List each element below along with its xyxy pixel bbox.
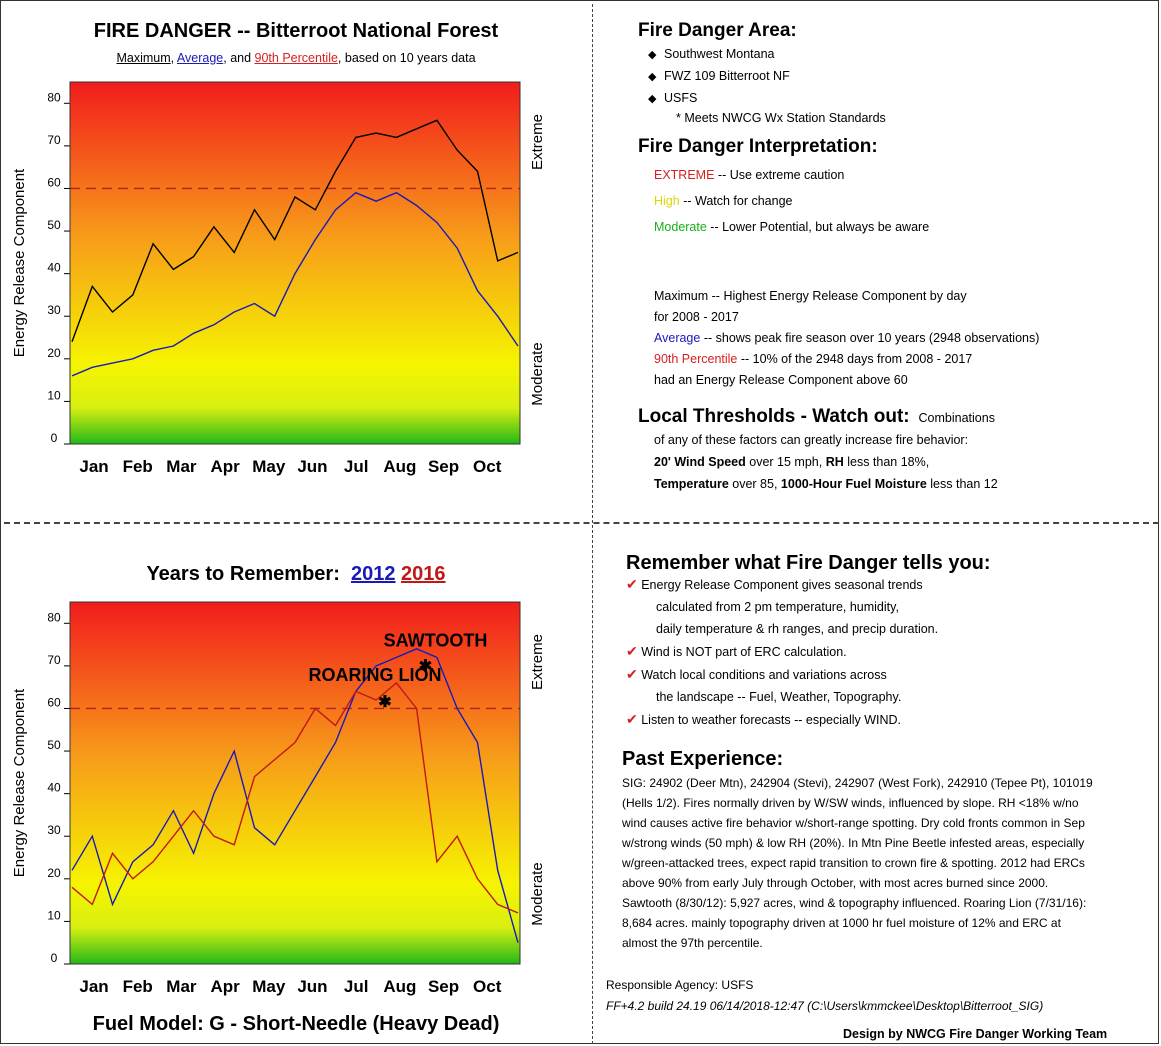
top-chart-subtitle: Maximum, Average, and 90th Percentile, b…: [116, 51, 476, 65]
x-tick-label: Sep: [428, 457, 459, 476]
y-tick-label: 40: [47, 261, 61, 275]
x-tick-label: Jan: [79, 977, 108, 996]
legend-average: Average: [176, 51, 224, 65]
roaring-lion-marker: ✱: [378, 694, 391, 711]
y-tick-label: 10: [47, 908, 61, 922]
x-tick-label: Mar: [166, 977, 197, 996]
legend-maximum: Maximum: [116, 51, 171, 65]
y-tick-label: 0: [51, 951, 58, 965]
x-tick-label: Aug: [383, 457, 416, 476]
y-tick-label: 80: [47, 90, 61, 104]
y-axis-label: Energy Release Component: [11, 168, 28, 357]
y-tick-label: 60: [47, 695, 61, 709]
x-tick-label: Apr: [210, 457, 240, 476]
interp-title: Fire Danger Interpretation:: [638, 136, 878, 157]
x-tick-label: Jun: [297, 457, 327, 476]
x-tick-label: Feb: [123, 457, 153, 476]
bottom-chart: 0 10 20 30 40 50 60 70 80 Jan Feb Mar Apr May Jun Jul Au…: [11, 601, 546, 996]
check-icon: ✔: [626, 643, 638, 659]
y-tick-label: 50: [47, 218, 61, 232]
interp-list: EXTREME -- Use extreme caution High -- W…: [654, 162, 1156, 240]
remember-section: Remember what Fire Danger tells you: ✔ E…: [626, 552, 1161, 731]
interp-extreme: EXTREME -- Use extreme caution: [654, 168, 845, 182]
series-line-2012: [71, 648, 519, 943]
past-experience: Past Experience: SIG: 24902 (Deer Mtn), …: [622, 748, 1156, 953]
x-tick-label: Jun: [297, 977, 327, 996]
extreme-label: Extreme: [529, 634, 546, 690]
interp-moderate: Moderate -- Lower Potential, but always …: [654, 220, 930, 234]
y-tick-label: 50: [47, 738, 61, 752]
sawtooth-marker: ✱: [419, 658, 432, 675]
series-line-maximum: [71, 119, 519, 343]
y-tick-label: 20: [47, 346, 61, 360]
area-title: Fire Danger Area:: [638, 20, 797, 41]
legend-2012: 2012: [350, 563, 396, 585]
y-tick-label: 20: [47, 866, 61, 880]
x-tick-label: Jul: [344, 977, 369, 996]
y-tick-label: 70: [47, 133, 61, 147]
x-tick-label: Jul: [344, 457, 369, 476]
x-tick-label: Apr: [210, 977, 240, 996]
y-tick-label: 40: [47, 781, 61, 795]
sawtooth-annotation: SAWTOOTH: [384, 631, 488, 651]
extreme-label: Extreme: [529, 114, 546, 170]
x-tick-label: May: [252, 457, 286, 476]
x-tick-label: Jan: [79, 457, 108, 476]
interp-high: High -- Watch for change: [654, 194, 793, 208]
fire-danger-interpretation: Fire Danger Interpretation: EXTREME -- U…: [606, 136, 1156, 240]
area-item: USFS: [648, 88, 1156, 110]
y-tick-label: 10: [47, 388, 61, 402]
y-tick-label: 70: [47, 653, 61, 667]
x-tick-label: Oct: [473, 977, 502, 996]
fire-danger-area: Fire Danger Area: Southwest Montana FWZ …: [606, 20, 1156, 126]
vertical-divider: [592, 4, 593, 1044]
past-title: Past Experience:: [622, 748, 784, 770]
fuel-model-label: Fuel Model: G - Short-Needle (Heavy Dead…: [92, 1013, 500, 1035]
y-tick-label: 30: [47, 303, 61, 317]
legend-90th: 90th Percentile: [254, 51, 338, 65]
area-note: * Meets NWCG Wx Station Standards: [676, 111, 886, 125]
plot-area: [70, 82, 520, 444]
roaring-lion-annotation: ROARING LION: [309, 665, 442, 685]
bottom-chart-title: Years to Remember: 2012 2016: [146, 563, 446, 585]
y-tick-label: 80: [47, 610, 61, 624]
check-icon: ✔: [626, 666, 638, 682]
local-thresholds: Local Thresholds - Watch out: Combinatio…: [638, 406, 998, 491]
moderate-label: Moderate: [529, 342, 546, 405]
series-line-2016: [71, 681, 519, 914]
x-tick-label: Mar: [166, 457, 197, 476]
x-tick-label: Feb: [123, 977, 153, 996]
x-tick-label: Aug: [383, 977, 416, 996]
area-item: FWZ 109 Bitterroot NF: [648, 66, 1156, 88]
check-icon: ✔: [626, 711, 638, 727]
top-chart-title: FIRE DANGER -- Bitterroot National Fores…: [93, 20, 499, 42]
y-tick-label: 0: [51, 431, 58, 445]
x-tick-label: Sep: [428, 977, 459, 996]
series-line-average: [71, 191, 519, 377]
agency: Responsible Agency: USFS: [606, 978, 754, 992]
x-tick-label: May: [252, 977, 286, 996]
plot-border: [69, 601, 521, 965]
top-chart: 0 10 20 30 40 50 60 70 80 Jan Feb Mar Apr May Jun Jul Au…: [11, 81, 546, 476]
design-credit: Design by NWCG Fire Danger Working Team: [843, 1027, 1108, 1041]
y-tick-label: 30: [47, 823, 61, 837]
definitions: Maximum -- Highest Energy Release Compon…: [654, 289, 1040, 387]
check-icon: ✔: [626, 576, 638, 592]
plot-area: [70, 602, 520, 964]
thresholds-title: Local Thresholds - Watch out:: [638, 406, 910, 427]
area-list: Southwest Montana FWZ 109 Bitterroot NF …: [638, 44, 1156, 110]
moderate-label: Moderate: [529, 862, 546, 925]
horizontal-divider: [4, 522, 1159, 524]
build-info: FF+4.2 build 24.19 06/14/2018-12:47 (C:\…: [606, 999, 1044, 1013]
remember-title: Remember what Fire Danger tells you:: [626, 552, 991, 574]
y-tick-label: 60: [47, 175, 61, 189]
legend-2016: 2016: [401, 563, 446, 585]
area-item: Southwest Montana: [648, 44, 1156, 66]
x-tick-label: Oct: [473, 457, 502, 476]
y-axis-label: Energy Release Component: [11, 688, 28, 877]
plot-border: [69, 81, 521, 445]
